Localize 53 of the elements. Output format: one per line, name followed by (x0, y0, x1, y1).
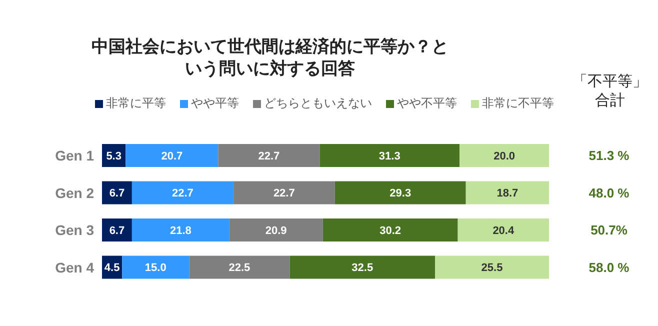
bar (126, 144, 218, 167)
legend-label: 非常に平等 (105, 95, 166, 112)
data-label: 30.2 (380, 224, 402, 237)
text: 50.7% (590, 222, 628, 238)
y-tick-label: Gen 4 (55, 259, 94, 276)
y-tick-label: Gen 3 (55, 222, 94, 238)
data-label: 22.7 (273, 188, 295, 200)
data-label: 32.5 (352, 262, 374, 274)
data-label: 20.0 (494, 150, 516, 162)
bar (233, 181, 335, 204)
bar (290, 256, 436, 279)
legend-label: どちらともいえない (263, 95, 372, 112)
bar (334, 181, 466, 204)
bar (218, 144, 320, 167)
bar (189, 256, 290, 279)
bar (229, 218, 323, 242)
bar (102, 218, 132, 242)
text: 「不平等」合計 (572, 72, 648, 110)
bar (466, 181, 549, 204)
text: 48.0 % (588, 185, 630, 200)
data-label: 21.8 (170, 224, 192, 237)
bar (320, 144, 460, 167)
bar (458, 218, 549, 242)
data-label: 20.4 (492, 224, 515, 237)
y-tick-label: Gen 2 (55, 184, 94, 201)
legend-label: やや不平等 (396, 95, 457, 112)
legend-label: やや平等 (190, 95, 239, 112)
data-label: 20.9 (265, 224, 287, 237)
data-label: 31.3 (378, 150, 400, 162)
data-label: 18.7 (496, 188, 518, 200)
bar (132, 181, 234, 204)
bar (460, 144, 549, 167)
data-label: 22.7 (258, 150, 280, 162)
data-label: 25.5 (481, 262, 503, 274)
data-label: 5.3 (106, 150, 122, 162)
bar (132, 218, 230, 242)
data-label: 20.7 (161, 150, 183, 162)
bar (435, 256, 549, 279)
legend-label: 非常に不平等 (481, 95, 554, 112)
data-label: 6.7 (109, 188, 125, 200)
data-label: 22.7 (172, 188, 194, 200)
data-label: 22.5 (228, 262, 250, 274)
text: 58.0 % (588, 260, 630, 275)
chart-title: 中国社会において世代間は経済的に平等か？という問いに対する回答 (90, 36, 450, 80)
data-label: 6.7 (109, 224, 125, 237)
text: 51.3 % (588, 148, 630, 164)
data-label: 29.3 (390, 188, 412, 200)
bar (102, 181, 132, 204)
bar (122, 256, 190, 279)
bar (322, 218, 458, 242)
data-label: 15.0 (144, 262, 166, 274)
y-tick-label: Gen 1 (55, 148, 94, 164)
data-label: 4.5 (104, 262, 120, 274)
